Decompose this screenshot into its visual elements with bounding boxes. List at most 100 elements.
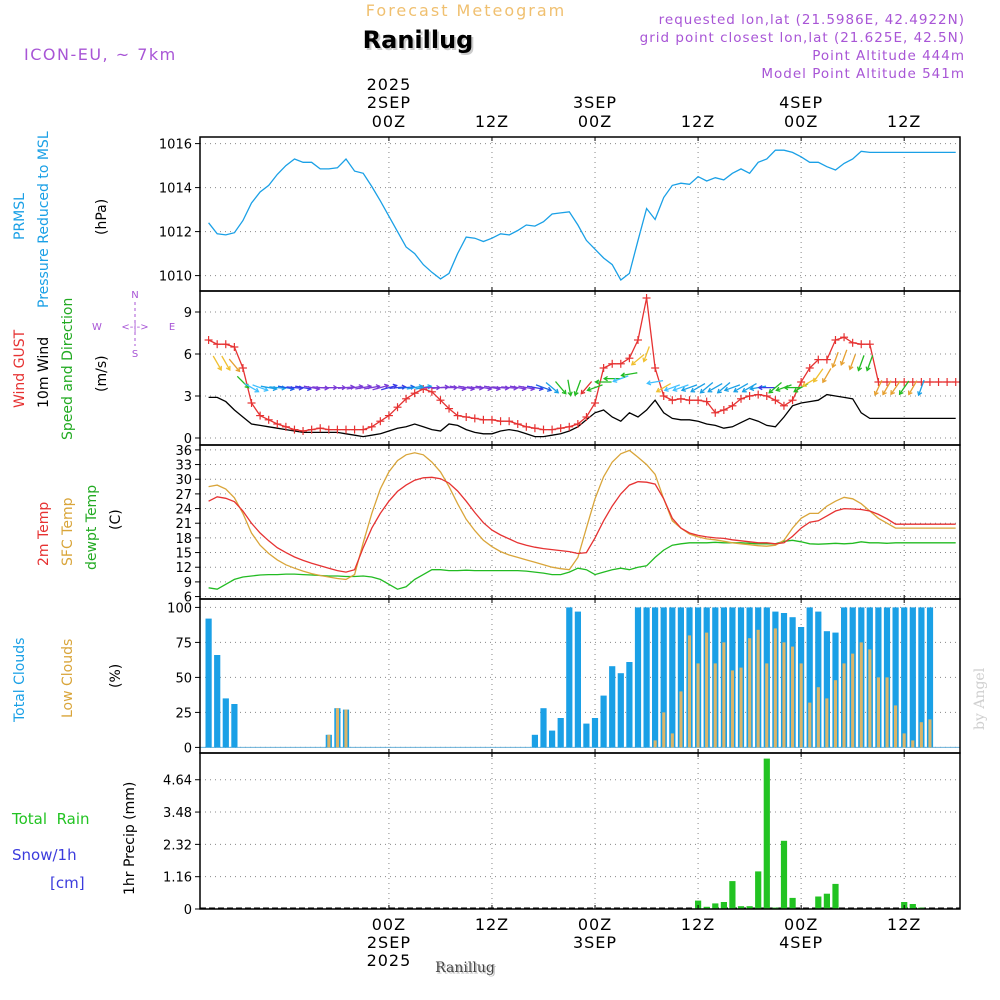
wind-direction-arrowhead [254,387,260,393]
top-time-label: 2SEP [367,93,411,112]
model-altitude: Model Point Altitude 541m [761,66,965,82]
wind-direction-arrow [643,346,650,362]
low-clouds-bar [653,740,657,748]
total-clouds-bar [823,631,830,748]
wind-direction-arrow [236,375,250,389]
wind-direction-arrow [813,368,824,383]
wind-direction-arrowhead [263,386,269,392]
wind-direction-arrowhead [690,387,696,393]
y-tick-label: 18 [175,532,192,547]
temp-label-2m: 2m Temp [36,502,52,566]
total-clouds-bar [617,673,624,748]
bottom-time-label: 00Z [784,915,818,934]
rain-bar [763,758,770,909]
low-clouds-bar [825,698,829,748]
wind-direction-arrow [389,386,406,389]
total-clouds-bar [652,607,659,748]
wind-direction-arrowhead [749,385,755,392]
rain-bar [729,881,736,909]
y-tick-label: 33 [175,459,192,474]
pressure-line [208,149,956,281]
wind-direction-arrow [466,386,483,389]
low-clouds-bar [885,677,889,748]
wind-direction-arrowhead [384,383,390,389]
bottom-time-label: 00Z [372,915,406,934]
rain-bar [909,904,916,909]
wind-direction-arrow [580,381,593,395]
total-clouds-bar [909,607,916,748]
wind-direction-arrowhead [602,375,608,382]
pressure-label-b: Pressure Reduced to MSL [36,131,52,308]
wind-direction-arrowhead [783,384,789,391]
compass-e: E [169,322,175,333]
wind-direction-arrowhead [812,377,818,383]
y-tick-label: 3.48 [163,806,192,821]
watermark: by Angel [972,667,988,730]
y-tick-label: 25 [175,706,192,721]
wind-direction-arrowhead [444,384,450,390]
footer-location: Ranillug [435,960,495,976]
y-tick-label: 4.64 [163,774,192,789]
low-clouds-bar [876,677,880,748]
wind-direction-arrow [458,385,475,390]
precip-label-rain: Total Rain [11,810,90,828]
bottom-time-label: 00Z [578,915,612,934]
y-tick-label: 36 [175,444,192,459]
y-tick-label: 27 [175,488,192,503]
rain-bar [755,871,762,909]
low-clouds-bar [713,663,717,748]
wind-direction-arrow [372,384,389,391]
wind-direction-arrow [212,355,222,371]
bottom-time-label: 12Z [887,915,921,934]
wind-direction-arrowhead [655,387,661,393]
wind-direction-arrow [840,349,848,366]
wind-direction-arrowhead [831,363,837,369]
wind-speed-line [208,393,956,438]
pressure-panel-frame [199,136,961,292]
wind-direction-arrowhead [848,365,854,371]
wind-direction-arrowhead [856,366,863,372]
wind-direction-arrow [882,380,892,395]
wind-direction-arrowhead [793,387,799,393]
clouds-label-total: Total Clouds [12,638,28,723]
low-clouds-bar [859,642,863,748]
wind-label-10m: 10m Wind [36,337,52,408]
y-tick-label: 15 [175,547,192,562]
total-clouds-bar [634,607,642,748]
wind-direction-arrowhead [890,390,895,396]
wind-direction-arrow [857,355,865,371]
wind-direction-arrow [656,383,672,393]
grid-layer [200,137,960,910]
product-title: Forecast Meteogram [366,1,566,20]
wind-direction-arrowhead [594,379,600,385]
low-clouds-bar [816,687,820,748]
wind-direction-arrowhead [741,387,747,393]
point-altitude: Point Altitude 444m [812,48,965,64]
total-clouds-bar [669,607,676,748]
wind-direction-arrow [917,379,925,396]
wind-direction-arrow [567,379,572,396]
compass-s: S [132,349,138,360]
wind-direction-arrow [252,384,268,391]
low-clouds-bar [696,663,700,748]
wind-direction-arrow [346,385,363,390]
low-clouds-bar [833,680,837,748]
wind-direction-arrowhead [733,387,739,393]
bottom-time-label: 2SEP [367,933,411,952]
y-tick-label: 21 [175,517,192,532]
rain-bar [789,897,796,909]
compass-n: N [131,290,138,301]
wind-direction-arrow [415,385,432,390]
wind-direction-arrow [526,385,543,390]
top-time-label: 4SEP [779,93,823,112]
low-clouds-bar [344,709,348,748]
wind-direction-arrow [733,383,749,393]
temp-label-dewpt: dewpt Temp [84,485,100,570]
total-clouds-bar [214,655,221,748]
total-clouds-bar [643,607,650,748]
wind-direction-arrowhead [620,372,626,378]
bottom-time-label: 4SEP [779,933,823,952]
total-clouds-bar [609,666,616,748]
wind-direction-arrowhead [612,377,618,383]
